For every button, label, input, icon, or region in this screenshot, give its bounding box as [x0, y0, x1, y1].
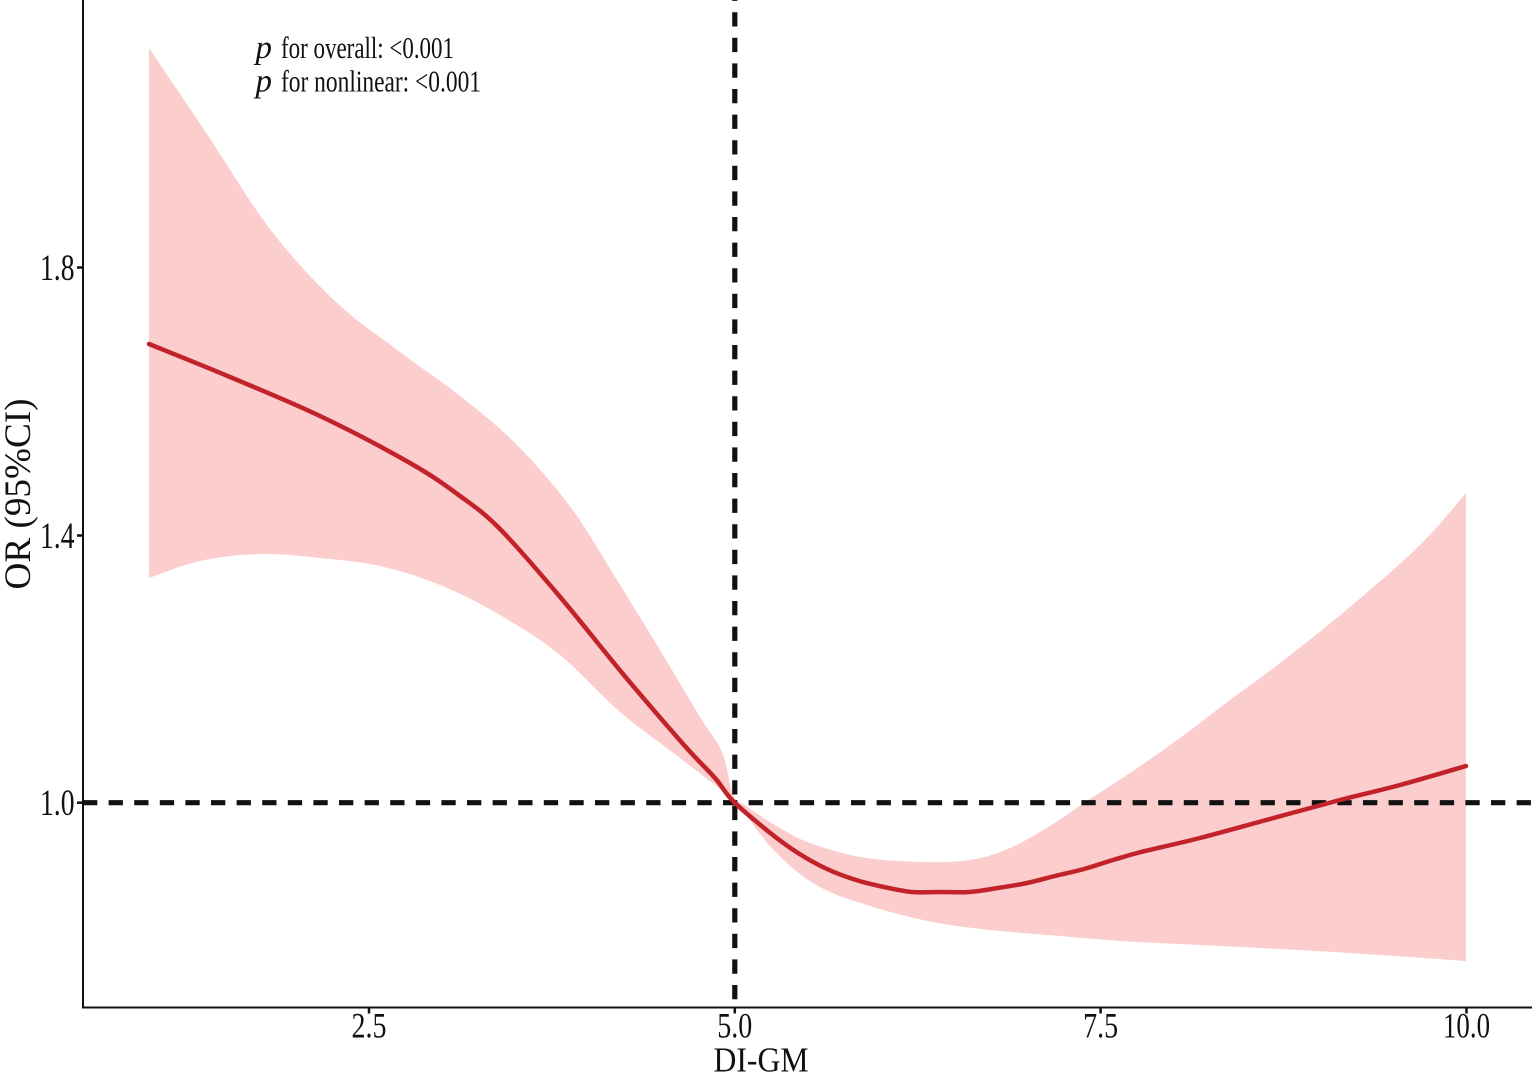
svg-text:p: p [254, 64, 273, 100]
svg-text:2.5: 2.5 [352, 1006, 387, 1046]
svg-text:for overall: <0.001: for overall: <0.001 [281, 30, 454, 65]
svg-text:10.0: 10.0 [1443, 1006, 1490, 1046]
svg-text:DI-GM: DI-GM [714, 1041, 809, 1074]
svg-text:p: p [254, 30, 273, 66]
svg-text:5.0: 5.0 [717, 1006, 752, 1046]
svg-text:1.8: 1.8 [40, 248, 75, 289]
svg-text:for nonlinear: <0.001: for nonlinear: <0.001 [281, 64, 481, 99]
svg-text:7.5: 7.5 [1083, 1006, 1118, 1046]
svg-text:OR (95%CI): OR (95%CI) [0, 399, 39, 590]
svg-text:1.0: 1.0 [40, 783, 75, 824]
svg-text:1.4: 1.4 [40, 516, 75, 557]
